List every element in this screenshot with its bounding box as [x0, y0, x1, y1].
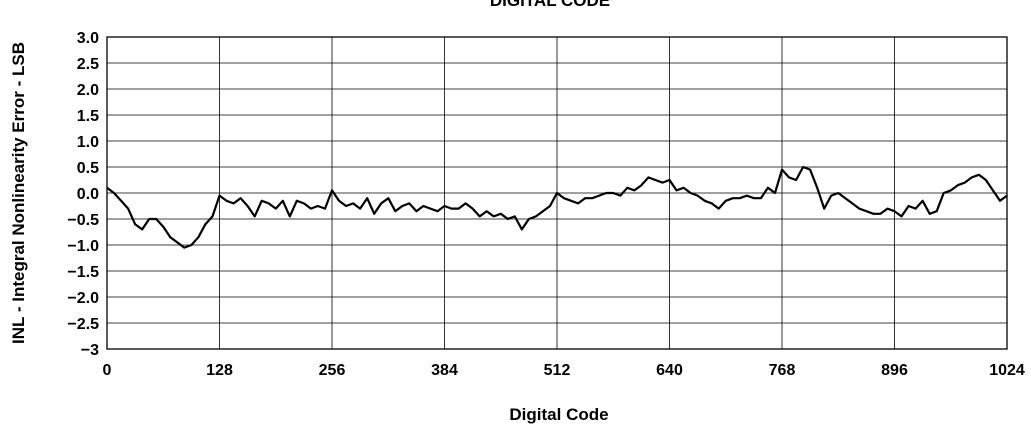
tick-labels: 0 128 256 384 512 640 768 896 1024 3.0 2.5 2.0 1.5 1.… — [67, 30, 1024, 379]
y-tick-label: −2.5 — [67, 316, 99, 333]
y-tick-label: −2.0 — [67, 290, 99, 307]
y-tick-label: −1.5 — [67, 264, 99, 281]
y-tick-label: 0.0 — [77, 186, 99, 203]
y-tick-label: 2.5 — [77, 56, 99, 73]
plot-area-frame — [106, 36, 1008, 350]
y-tick-label: 0.5 — [77, 160, 99, 177]
x-tick-label: 384 — [431, 362, 458, 379]
y-axis-label: INL - Integral Nonlinearity Error - LSB — [9, 42, 28, 344]
y-tick-label: −1.0 — [67, 238, 99, 255]
y-tick-label: 2.0 — [77, 82, 99, 99]
y-tick-label: −3 — [81, 342, 99, 359]
x-tick-label: 896 — [881, 362, 908, 379]
x-tick-label: 640 — [656, 362, 683, 379]
x-tick-label: 1024 — [989, 362, 1025, 379]
x-tick-label: 128 — [206, 362, 233, 379]
x-tick-label: 0 — [103, 362, 112, 379]
x-tick-label: 768 — [769, 362, 796, 379]
y-tick-label: 1.5 — [77, 108, 99, 125]
x-axis-label: Digital Code — [509, 405, 608, 424]
y-tick-label: 3.0 — [77, 30, 99, 47]
x-tick-label: 256 — [319, 362, 346, 379]
chart-title: DIGITAL CODE — [490, 0, 610, 10]
y-tick-label: 1.0 — [77, 134, 99, 151]
x-tick-label: 512 — [544, 362, 571, 379]
inl-series-line — [106, 165, 1008, 249]
series-layer — [106, 165, 1008, 249]
y-tick-label: −0.5 — [67, 212, 99, 229]
